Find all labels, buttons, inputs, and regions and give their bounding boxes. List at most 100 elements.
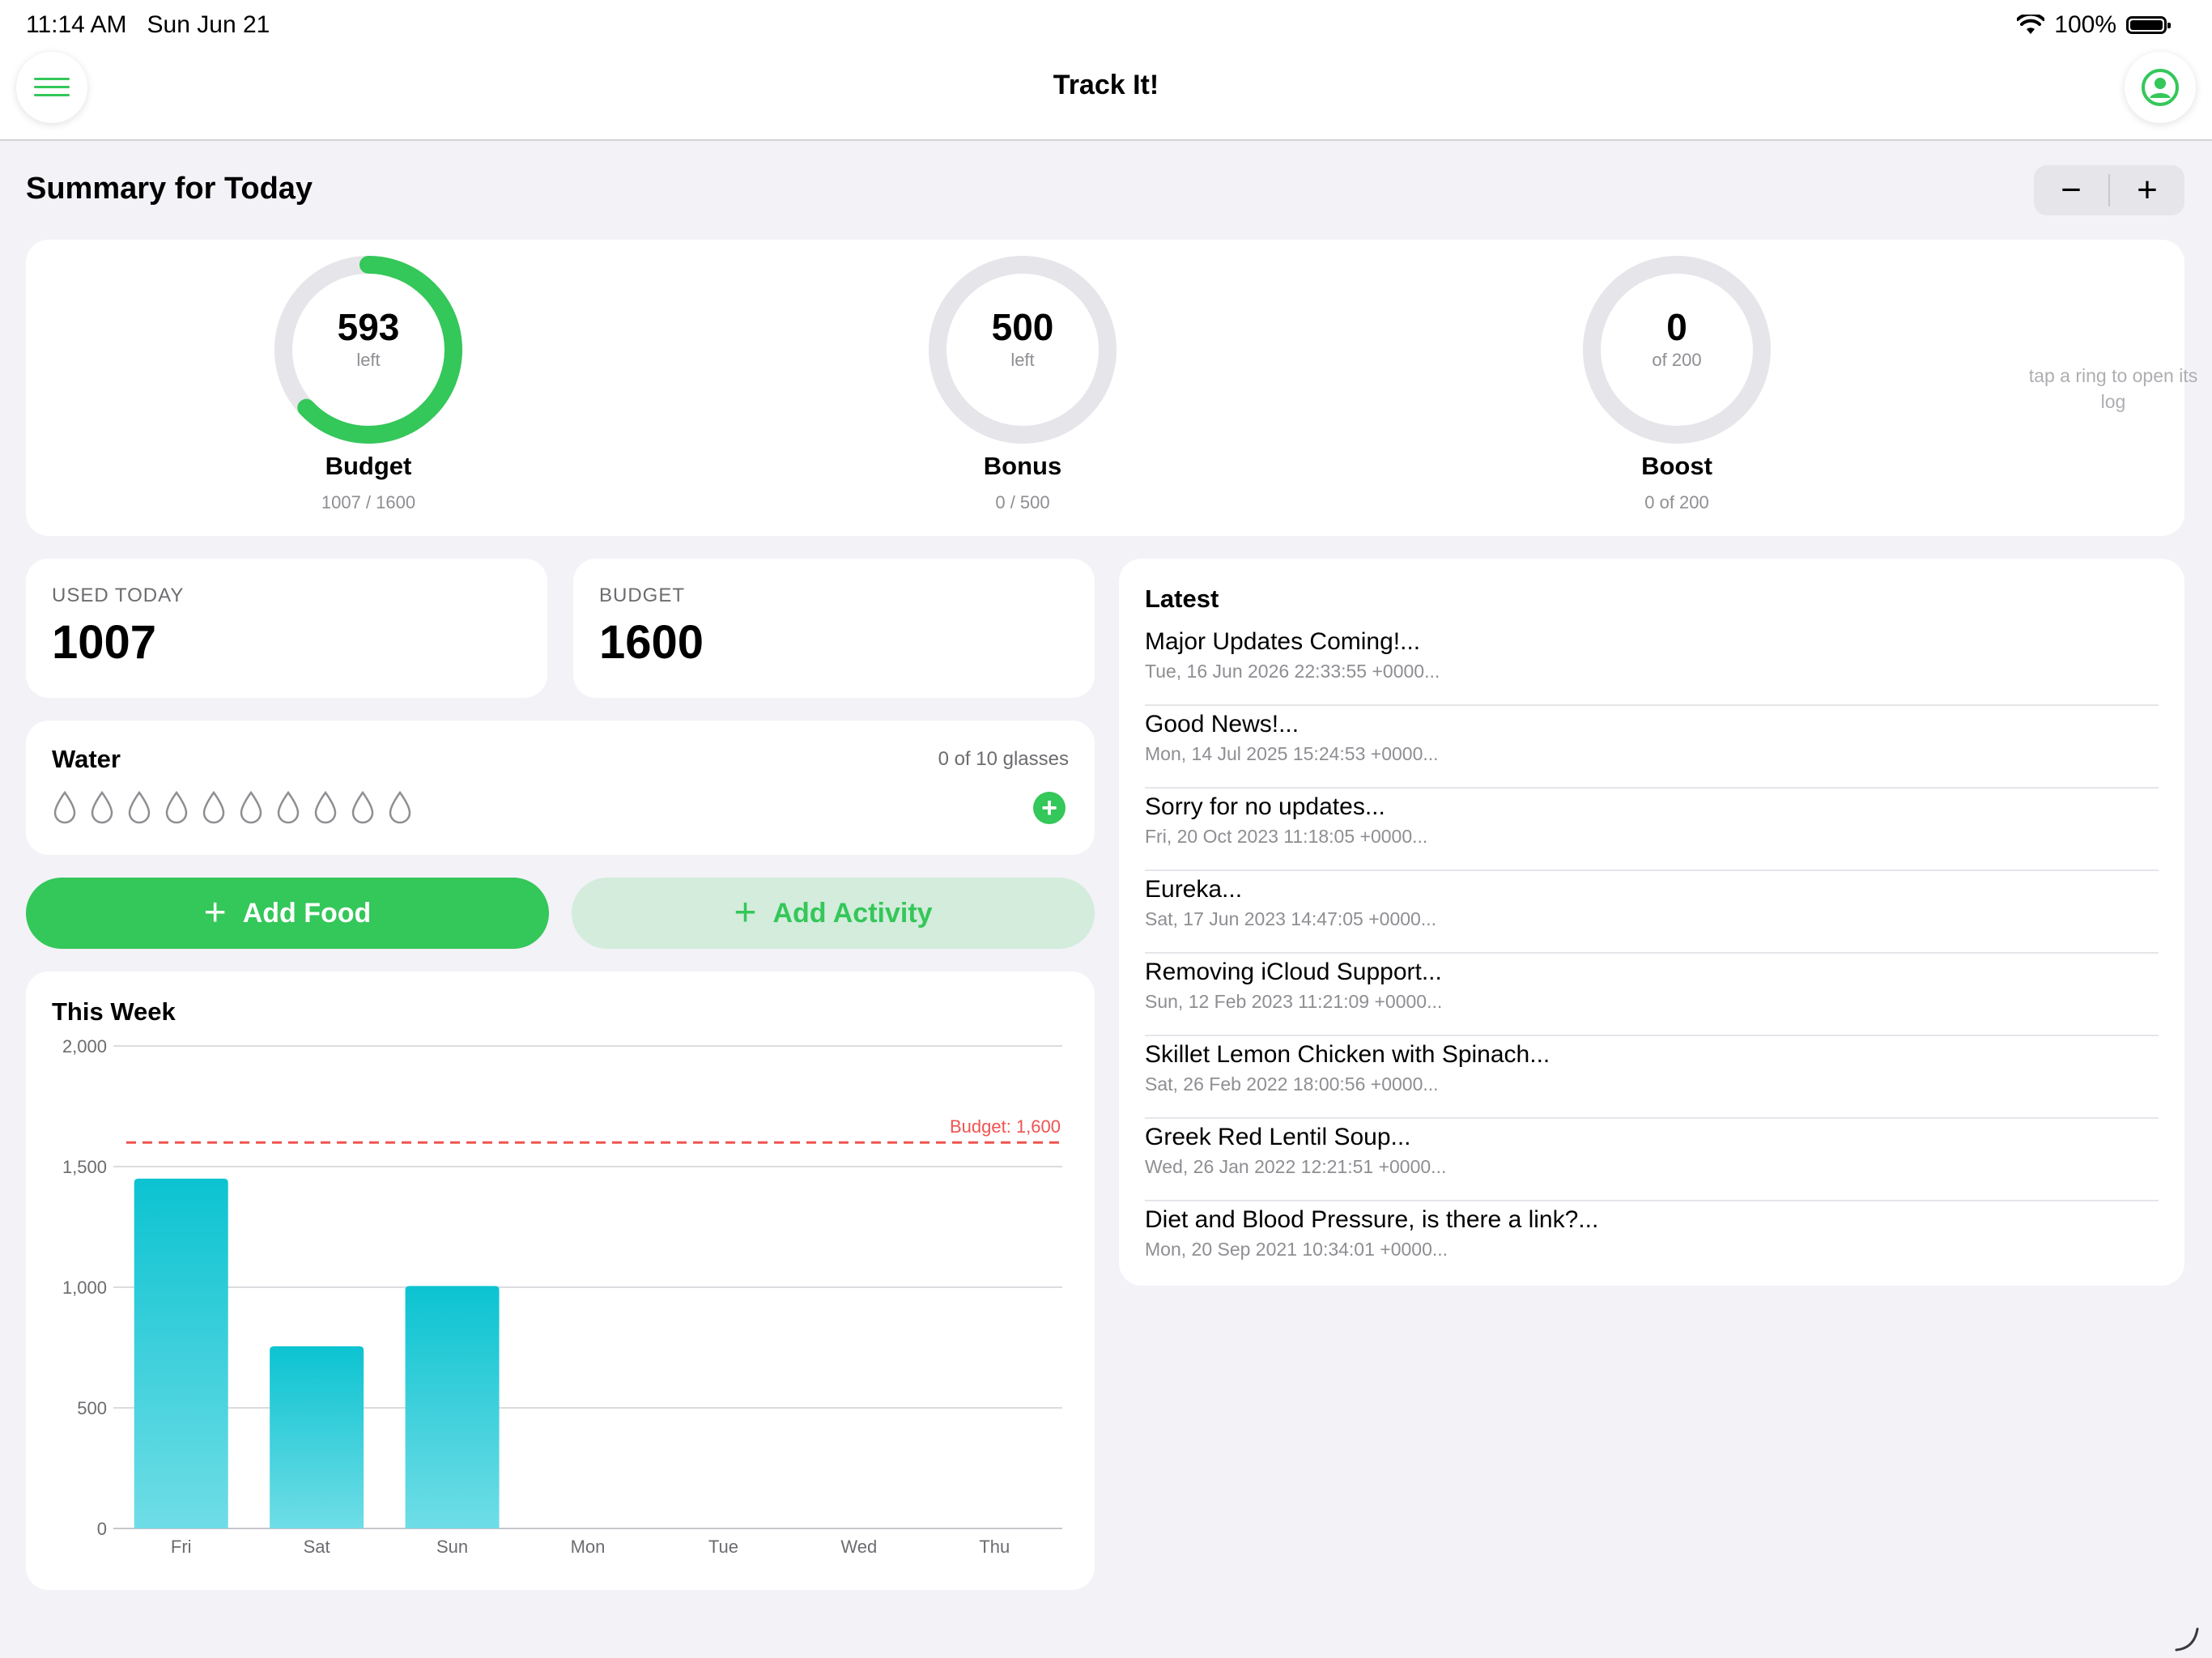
boost-ring-label: Boost <box>1641 452 1712 480</box>
clock-time: 11:14 AM <box>26 11 127 38</box>
budget-ring-progress <box>274 256 462 444</box>
news-item[interactable]: Greek Red Lentil Soup... Wed, 26 Jan 2022… <box>1145 1119 2159 1201</box>
news-item[interactable]: Major Updates Coming!... Tue, 16 Jun 2026… <box>1145 623 2159 706</box>
boost-ring-track <box>1583 256 1771 444</box>
add-activity-label: Add Activity <box>772 897 933 929</box>
chart-title: This Week <box>52 997 176 1026</box>
water-drops <box>52 790 413 824</box>
y-tick-label: 1,500 <box>62 1157 107 1177</box>
water-drop-icon[interactable] <box>126 790 152 824</box>
news-item[interactable]: Skillet Lemon Chicken with Spinach... Sat… <box>1145 1036 2159 1119</box>
ring-bonus[interactable]: 500 left Bonus 0 / 500 <box>909 253 1136 513</box>
ring-boost[interactable]: 0 of 200 Boost 0 of 200 <box>1563 253 1790 513</box>
water-drop-icon[interactable] <box>275 790 301 824</box>
stepper-divider <box>2108 174 2110 206</box>
water-drop-icon[interactable] <box>387 790 413 824</box>
water-drop-icon[interactable] <box>164 790 189 824</box>
budget-card: BUDGET 1600 <box>573 559 1095 698</box>
water-drop-icon[interactable] <box>89 790 115 824</box>
budget-ring-detail: 1007 / 1600 <box>321 492 416 512</box>
news-item[interactable]: Eureka... Sat, 17 Jun 2023 14:47:05 +0000… <box>1145 871 2159 954</box>
latest-list: Major Updates Coming!... Tue, 16 Jun 2026… <box>1145 623 2159 1284</box>
this-week-card: This Week 0 500 1,000 1,500 2,000 Fri Sat Sun Mo… <box>26 971 1095 1590</box>
news-title: Sorry for no updates... <box>1145 793 1385 820</box>
boost-ring-sub: of 200 <box>1652 350 1702 370</box>
news-title: Diet and Blood Pressure, is there a link… <box>1145 1206 1599 1233</box>
budget-ring-sub: left <box>356 350 381 370</box>
x-tick-label: Thu <box>979 1537 1010 1557</box>
battery-percent: 100% <box>2054 11 2116 38</box>
status-indicators: 100% <box>2017 11 2171 39</box>
news-item[interactable]: Good News!... Mon, 14 Jul 2025 15:24:53 +… <box>1145 706 2159 789</box>
water-drop-icon[interactable] <box>238 790 264 824</box>
news-title: Eureka... <box>1145 876 1243 903</box>
x-tick-label: Wed <box>840 1537 877 1557</box>
budget-ring-center: 593 left <box>255 306 482 371</box>
bonus-ring-sub: left <box>1010 350 1035 370</box>
week-bar-chart: 0 500 1,000 1,500 2,000 Fri Sat Sun Mon Tue Wed Thu… <box>62 1036 1062 1557</box>
ring-budget[interactable]: 593 left Budget 1007 / 1600 <box>255 253 482 513</box>
ring-hint-text: tap a ring to open its log <box>2028 365 2198 412</box>
x-tick-label: Fri <box>171 1537 192 1557</box>
add-food-button[interactable]: + Add Food <box>26 878 549 949</box>
budget-line-label: Budget: 1,600 <box>950 1116 1061 1137</box>
x-tick-label: Sat <box>304 1537 330 1557</box>
bar-fri[interactable] <box>134 1178 228 1528</box>
plus-icon: + <box>734 891 757 934</box>
water-drop-icon[interactable] <box>350 790 376 824</box>
used-today-label: USED TODAY <box>52 585 185 606</box>
news-title: Removing iCloud Support... <box>1145 959 1442 985</box>
profile-button[interactable] <box>2125 52 2196 123</box>
water-count: 0 of 10 glasses <box>938 748 1069 770</box>
water-drop-icon[interactable] <box>313 790 338 824</box>
x-tick-label: Mon <box>571 1537 606 1557</box>
hamburger-icon <box>34 78 70 96</box>
app-title: Track It! <box>1053 70 1159 100</box>
water-drop-icon[interactable] <box>201 790 227 824</box>
status-time: 11:14 AM Sun Jun 21 <box>26 11 270 39</box>
news-date: Tue, 16 Jun 2026 22:33:55 +0000... <box>1145 661 1440 682</box>
news-item[interactable]: Sorry for no updates... Fri, 20 Oct 2023 … <box>1145 789 2159 871</box>
news-title: Greek Red Lentil Soup... <box>1145 1124 1411 1150</box>
summary-title: Summary for Today <box>26 172 313 206</box>
news-date: Sun, 12 Feb 2023 11:21:09 +0000... <box>1145 991 1443 1012</box>
news-title: Good News!... <box>1145 711 1300 738</box>
latest-title: Latest <box>1145 585 1219 613</box>
news-date: Fri, 20 Oct 2023 11:18:05 +0000... <box>1145 826 1428 847</box>
wifi-icon <box>2017 15 2045 34</box>
news-date: Mon, 14 Jul 2025 15:24:53 +0000... <box>1145 743 1439 764</box>
water-drop-icon[interactable] <box>52 790 78 824</box>
battery-icon <box>2126 16 2171 34</box>
stepper-plus-button[interactable]: + <box>2137 170 2158 210</box>
used-today-value: 1007 <box>52 616 157 669</box>
bonus-ring-center: 500 left <box>909 306 1136 371</box>
stepper-minus-button[interactable]: − <box>2061 170 2082 210</box>
bonus-ring-label: Bonus <box>983 452 1062 480</box>
clock-date: Sun Jun 21 <box>147 11 270 38</box>
person-circle-icon <box>2142 69 2179 106</box>
boost-ring-chart <box>1583 256 1771 444</box>
bar-sat[interactable] <box>270 1346 364 1528</box>
y-tick-label: 1,000 <box>62 1278 107 1298</box>
budget-ring-value: 593 <box>337 306 400 348</box>
add-water-button[interactable]: + <box>1033 792 1066 824</box>
navigation-bar: Track It! <box>0 50 2212 141</box>
add-activity-button[interactable]: + Add Activity <box>572 878 1095 949</box>
budget-value: 1600 <box>599 616 704 669</box>
bonus-ring-chart <box>929 256 1117 444</box>
bar-sun[interactable] <box>405 1286 500 1528</box>
x-tick-label: Sun <box>436 1537 468 1557</box>
budget-label: BUDGET <box>599 585 686 606</box>
latest-card: Latest Major Updates Coming!... Tue, 16 J… <box>1119 559 2184 1286</box>
budget-ring-label: Budget <box>325 452 412 480</box>
y-tick-label: 500 <box>77 1398 107 1418</box>
menu-button[interactable] <box>16 52 87 123</box>
water-card: Water 0 of 10 glasses + <box>26 721 1095 855</box>
news-item[interactable]: Removing iCloud Support... Sun, 12 Feb 20… <box>1145 954 2159 1036</box>
news-item[interactable]: Diet and Blood Pressure, is there a link… <box>1145 1201 2159 1284</box>
used-today-card: USED TODAY 1007 <box>26 559 547 698</box>
news-title: Skillet Lemon Chicken with Spinach... <box>1145 1041 1551 1068</box>
budget-ring-chart <box>274 256 462 444</box>
boost-ring-value: 0 <box>1666 306 1687 348</box>
news-date: Wed, 26 Jan 2022 12:21:51 +0000... <box>1145 1156 1447 1177</box>
